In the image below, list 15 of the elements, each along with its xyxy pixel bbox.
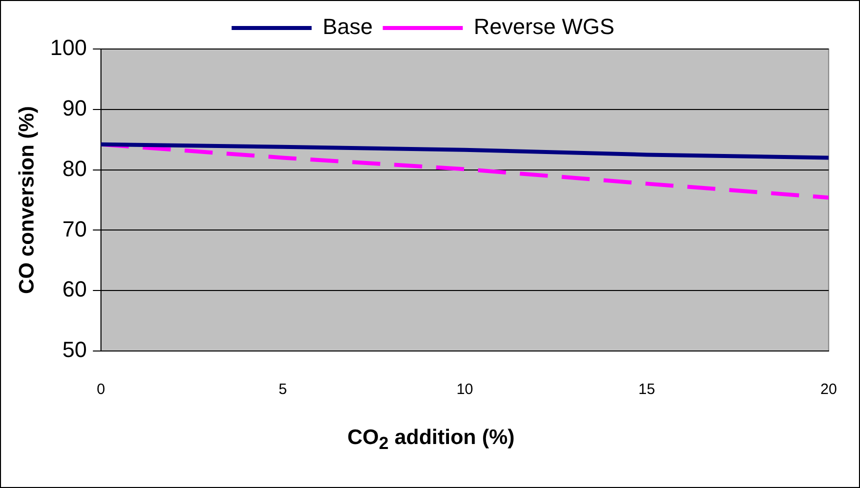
x-tick-label: 5 (278, 381, 288, 398)
y-tick-label: 80 (62, 156, 87, 181)
x-tick-label: 15 (638, 381, 656, 398)
y-axis-title: CO conversion (%) (15, 106, 38, 294)
y-tick-label: 70 (62, 216, 87, 242)
x-tick-label: 10 (456, 381, 474, 398)
y-tick-label: 90 (62, 95, 87, 120)
x-tick-label: 0 (96, 381, 106, 398)
legend-label: Reverse WGS (474, 14, 614, 40)
x-axis-title: CO$_{2}$ addition (%) (346, 426, 516, 454)
x-tick-label: 20 (820, 381, 837, 398)
legend-label: Base (322, 14, 373, 40)
y-tick-label: 50 (62, 337, 87, 362)
y-tick-label: 100 (50, 35, 87, 60)
y-tick-label: 60 (62, 276, 87, 302)
